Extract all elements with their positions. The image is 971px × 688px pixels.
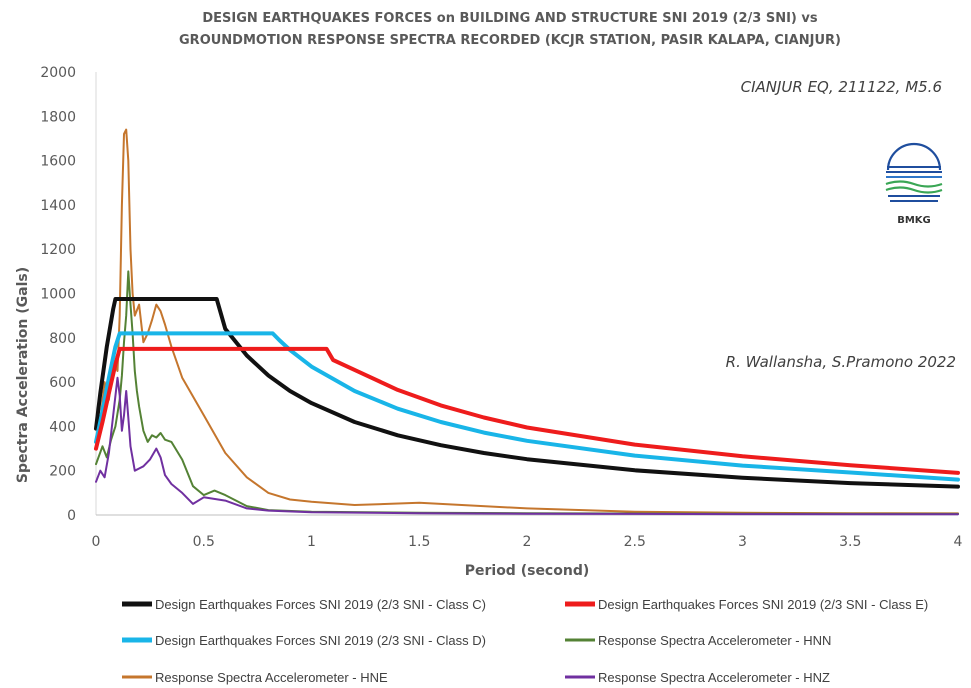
ticks-layer: 0 0.5 1 1.5 2 2.5 3 3.5 4 0 200 400 600 800 1000 1200 14… xyxy=(40,65,962,550)
legend-item-hnz: Response Spectra Accelerometer - HNZ xyxy=(565,670,830,685)
legend-label-hnn: Response Spectra Accelerometer - HNN xyxy=(598,633,831,648)
y-tick-label: 1000 xyxy=(40,287,76,303)
x-tick-label: 3 xyxy=(738,534,747,550)
legend-item-hne: Response Spectra Accelerometer - HNE xyxy=(122,670,388,685)
y-tick-label: 2000 xyxy=(40,65,76,81)
legend-label-hne: Response Spectra Accelerometer - HNE xyxy=(155,670,388,685)
x-tick-label: 0.5 xyxy=(193,534,215,550)
series-line-1 xyxy=(94,346,960,475)
legend-item-class-d: Design Earthquakes Forces SNI 2019 (2/3 … xyxy=(122,633,486,648)
y-tick-label: 200 xyxy=(49,464,76,480)
bmkg-logo-emblem-icon xyxy=(885,142,943,202)
y-axis-title: Spectra Acceleration (Gals) xyxy=(15,267,31,483)
x-tick-label: 4 xyxy=(954,534,963,550)
x-tick-label: 2 xyxy=(523,534,532,550)
chart-title-line-2: GROUNDMOTION RESPONSE SPECTRA RECORDED (… xyxy=(179,33,841,48)
series-line-5 xyxy=(95,376,959,516)
legend-label-class-c: Design Earthquakes Forces SNI 2019 (2/3 … xyxy=(155,597,486,612)
x-tick-label: 2.5 xyxy=(624,534,646,550)
y-tick-label: 1600 xyxy=(40,154,76,170)
series-line-4 xyxy=(95,128,959,515)
x-axis-title: Period (second) xyxy=(465,563,590,579)
legend-label-hnz: Response Spectra Accelerometer - HNZ xyxy=(598,670,830,685)
y-tick-label: 800 xyxy=(49,331,76,347)
bmkg-logo: BMKG xyxy=(885,142,943,226)
y-tick-label: 1400 xyxy=(40,198,76,214)
legend-item-class-c: Design Earthquakes Forces SNI 2019 (2/3 … xyxy=(122,597,486,612)
y-tick-label: 1200 xyxy=(40,242,76,258)
x-tick-label: 3.5 xyxy=(839,534,861,550)
legend-label-class-d: Design Earthquakes Forces SNI 2019 (2/3 … xyxy=(155,633,486,648)
legend-label-class-e: Design Earthquakes Forces SNI 2019 (2/3 … xyxy=(598,597,928,612)
y-tick-label: 1800 xyxy=(40,109,76,125)
annotation-authors: R. Wallansha, S.Pramono 2022 xyxy=(726,353,956,371)
series-line-0 xyxy=(94,297,960,489)
x-tick-label: 1 xyxy=(307,534,316,550)
chart-title-line-1: DESIGN EARTHQUAKES FORCES on BUILDING AN… xyxy=(202,11,818,26)
annotation-event: CIANJUR EQ, 211122, M5.6 xyxy=(741,78,942,96)
series-line-3 xyxy=(95,270,959,515)
series-layer xyxy=(94,128,960,516)
y-tick-label: 0 xyxy=(67,508,76,524)
bmkg-logo-text: BMKG xyxy=(897,215,931,226)
x-tick-label: 1.5 xyxy=(408,534,430,550)
legend: Design Earthquakes Forces SNI 2019 (2/3 … xyxy=(122,597,928,685)
legend-item-hnn: Response Spectra Accelerometer - HNN xyxy=(565,633,831,648)
y-tick-label: 600 xyxy=(49,375,76,391)
y-tick-label: 400 xyxy=(49,419,76,435)
legend-item-class-e: Design Earthquakes Forces SNI 2019 (2/3 … xyxy=(565,597,928,612)
x-tick-label: 0 xyxy=(92,534,101,550)
